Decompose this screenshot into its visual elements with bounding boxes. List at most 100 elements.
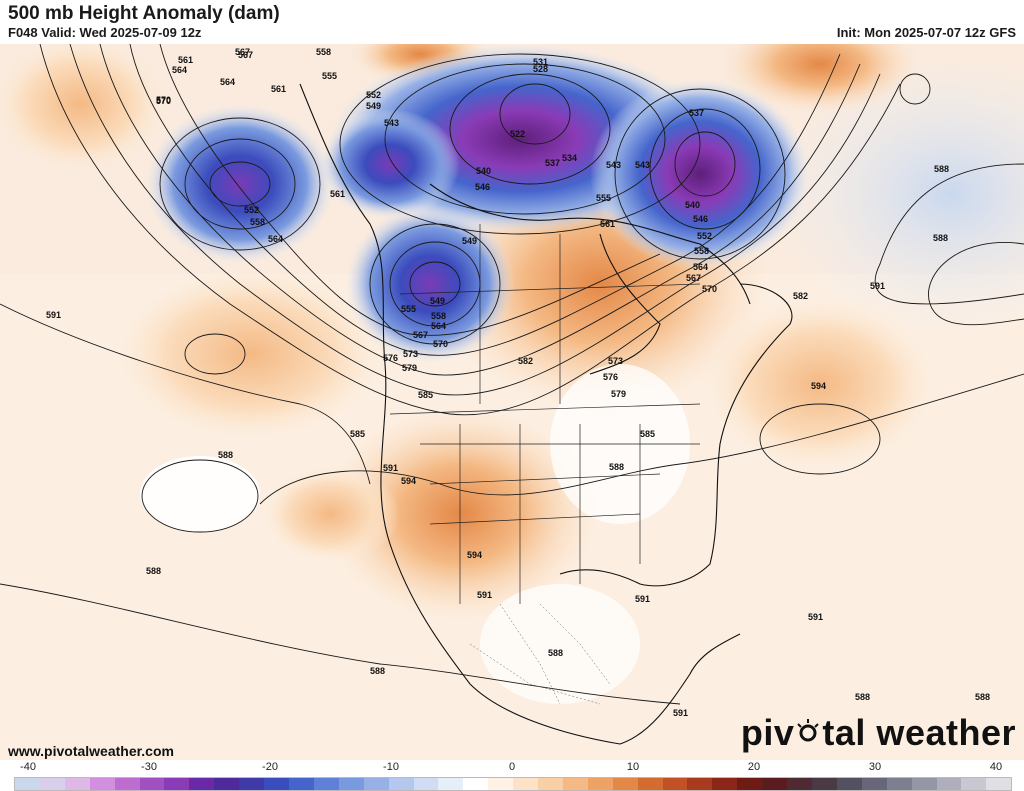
colorbar-segment xyxy=(587,778,613,790)
contour-label: 591 xyxy=(635,594,650,604)
brand-logo: piv tal weather xyxy=(741,712,1016,754)
contour-label: 528 xyxy=(533,64,548,74)
contour-label: 591 xyxy=(673,708,688,718)
atlantic-ridge xyxy=(700,294,940,474)
contour-label: 588 xyxy=(370,666,385,676)
north-atlantic-negative xyxy=(770,54,1024,334)
colorbar-tick: -30 xyxy=(141,761,157,773)
colorbar-segment xyxy=(139,778,165,790)
contour-label: 558 xyxy=(694,246,709,256)
contour-label: 588 xyxy=(218,450,233,460)
header: 500 mb Height Anomaly (dam) F048 Valid: … xyxy=(0,0,1024,44)
weather-map: 567 558 561 564 555 552 549 561 564 570 … xyxy=(0,44,1024,760)
colorbar-segment xyxy=(961,778,987,790)
colorbar-segment xyxy=(687,778,713,790)
colorbar-segment xyxy=(164,778,190,790)
colorbar-segment xyxy=(737,778,763,790)
colorbar-segment xyxy=(662,778,688,790)
contour-label: 543 xyxy=(606,160,621,170)
contour-label: 579 xyxy=(611,389,626,399)
contour-label: 549 xyxy=(462,236,477,246)
contour-label: 543 xyxy=(635,160,650,170)
contour-label: 546 xyxy=(693,214,708,224)
contour-label: 588 xyxy=(146,566,161,576)
contour-label: 591 xyxy=(808,612,823,622)
contour-label: 543 xyxy=(384,118,399,128)
contour-label: 570 xyxy=(433,339,448,349)
colorbar-segment xyxy=(513,778,539,790)
colorbar-segment xyxy=(288,778,314,790)
colorbar-segment xyxy=(313,778,339,790)
contour-label: 591 xyxy=(383,463,398,473)
colorbar-segment xyxy=(363,778,389,790)
colorbar-segment xyxy=(64,778,90,790)
contour-label: 555 xyxy=(596,193,611,203)
contour-label: 576 xyxy=(383,353,398,363)
contour-label: 567 xyxy=(235,47,250,57)
mexico-states xyxy=(469,603,611,705)
contour-label: 537 xyxy=(545,158,560,168)
contour-label: 564 xyxy=(172,65,187,75)
contour-label: 576 xyxy=(603,372,618,382)
contour-labels: 567 558 561 564 555 552 549 561 564 570 … xyxy=(46,47,990,718)
brand-text-left: piv xyxy=(740,712,795,753)
map-canvas: 567 558 561 564 555 552 549 561 564 570 … xyxy=(0,44,1024,760)
contour-label: 558 xyxy=(250,217,265,227)
colorbar-segment xyxy=(488,778,514,790)
greenland-low xyxy=(590,79,810,269)
contour-label: 591 xyxy=(477,590,492,600)
colorbar-tick: 0 xyxy=(508,761,516,773)
contour-label: 579 xyxy=(402,363,417,373)
contour-label: 591 xyxy=(46,310,61,320)
colorbar-segment xyxy=(39,778,65,790)
colorbar-segment xyxy=(612,778,638,790)
colorbar-segment xyxy=(538,778,563,790)
colorbar-segment xyxy=(637,778,663,790)
init-time: Init: Mon 2025-07-07 12z GFS xyxy=(836,25,1016,40)
contour-label: 546 xyxy=(475,182,490,192)
colorbar-tick: -10 xyxy=(383,761,399,773)
height-contours xyxy=(0,44,1024,705)
colorbar-segment xyxy=(413,778,439,790)
contour-label: 558 xyxy=(316,47,331,57)
colorbar-segment xyxy=(214,778,240,790)
colorbar-tick: 10 xyxy=(626,761,640,773)
contour-label: 582 xyxy=(518,356,533,366)
contour-label: 591 xyxy=(870,281,885,291)
colorbar-segment xyxy=(89,778,115,790)
colorbar-segment xyxy=(15,778,40,790)
contour-label: 564 xyxy=(693,262,708,272)
valid-time: F048 Valid: Wed 2025-07-09 12z xyxy=(8,25,202,40)
contour-label: 573 xyxy=(403,349,418,359)
contour-label: 561 xyxy=(271,84,286,94)
contour-label: 585 xyxy=(640,429,655,439)
contour-label: 522 xyxy=(510,129,525,139)
colorbar-segment xyxy=(388,778,414,790)
contour-label: 585 xyxy=(418,390,433,400)
colorbar-segment xyxy=(986,778,1012,790)
contour-label: 588 xyxy=(548,648,563,658)
contour-label: 552 xyxy=(366,90,381,100)
contour-label: 594 xyxy=(401,476,416,486)
map-title: 500 mb Height Anomaly (dam) xyxy=(8,3,280,24)
contour-label: 594 xyxy=(467,550,482,560)
colorbar-segment xyxy=(338,778,364,790)
colorbar-segment xyxy=(886,778,912,790)
colorbar-ticks: -40 -30 -20 -10 0 10 20 30 40 xyxy=(0,761,1024,775)
contour-label: 582 xyxy=(793,291,808,301)
contour-label: 585 xyxy=(350,429,365,439)
contour-label: 540 xyxy=(476,166,491,176)
contour-label: 552 xyxy=(697,231,712,241)
colorbar-tick: 30 xyxy=(868,761,882,773)
contour-label: 552 xyxy=(244,205,259,215)
colorbar-segment xyxy=(463,778,489,790)
contour-label: 570 xyxy=(156,96,171,106)
colorbar-tick: -40 xyxy=(20,761,36,773)
colorbar-segment xyxy=(836,778,862,790)
contour-label: 564 xyxy=(431,321,446,331)
contour-label: 573 xyxy=(608,356,623,366)
contour-label: 534 xyxy=(562,153,577,163)
website-url: www.pivotalweather.com xyxy=(8,743,174,759)
contour-label: 561 xyxy=(178,55,193,65)
contour-label: 588 xyxy=(934,164,949,174)
